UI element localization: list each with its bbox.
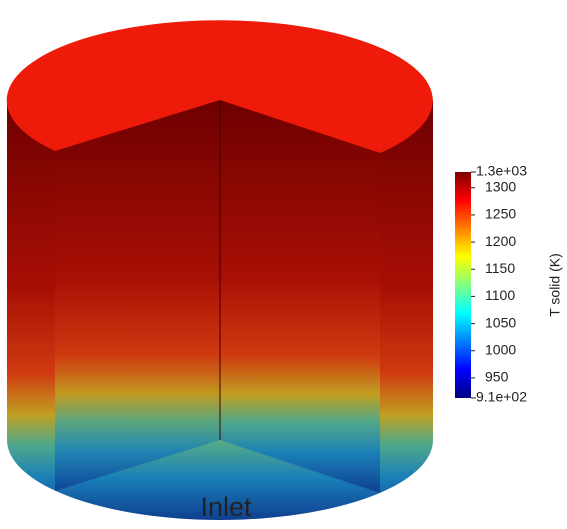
cut-face-left (55, 100, 220, 491)
tick-label: 950 (485, 369, 509, 385)
cylinder (7, 20, 433, 520)
view: Inlet T solid (K) 9.1e+02 1.3e+03 950 1000 1… (0, 0, 567, 529)
tick-label: 1100 (485, 287, 515, 303)
tick-label: 1300 (485, 178, 516, 194)
tick-label: 1050 (485, 314, 516, 330)
range-label: 1.3e+03 (476, 163, 527, 179)
colorbar (455, 172, 471, 398)
colorbar-title: T solid (K) (547, 253, 563, 317)
tick-label: 1150 (485, 260, 515, 276)
range-label: 9.1e+02 (476, 389, 527, 405)
colorbar-axis: 9.1e+02 1.3e+03 950 1000 1050 1100 1150 1200 125… (471, 163, 527, 405)
tick-label: 1200 (485, 233, 516, 249)
cut-face-right (220, 100, 380, 493)
inlet-label: Inlet (200, 492, 252, 522)
tick-label: 1250 (485, 206, 516, 222)
tick-label: 1000 (485, 341, 516, 357)
